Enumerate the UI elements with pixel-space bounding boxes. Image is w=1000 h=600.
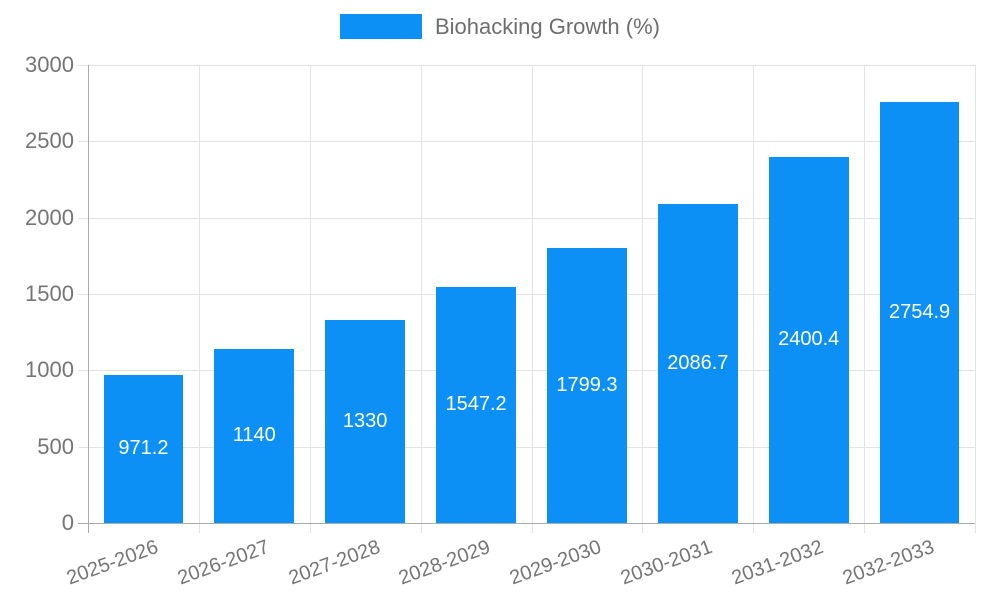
- bar-value-label: 1140: [232, 424, 276, 447]
- gridline-vertical: [642, 65, 644, 523]
- y-tick-label: 2500: [25, 128, 74, 154]
- y-tick-label: 3000: [25, 52, 74, 77]
- x-tick-mark: [975, 523, 976, 533]
- bar-value-label: 2754.9: [888, 301, 951, 324]
- x-tick-label: 2027-2028: [285, 536, 383, 590]
- y-tick-label: 500: [37, 433, 74, 459]
- x-tick-mark: [753, 523, 755, 533]
- bar-value-label: 2086.7: [667, 352, 729, 375]
- y-tick-label: 1500: [25, 281, 74, 306]
- x-tick-label: 2025-2026: [63, 536, 161, 590]
- bar-value-label: 1330: [342, 409, 388, 432]
- bar-value-label: 1799.3: [556, 374, 618, 397]
- y-tick-label: 1000: [25, 357, 74, 383]
- x-tick-label: 2031-2032: [728, 536, 827, 590]
- gridline-vertical: [420, 65, 422, 523]
- gridline-vertical: [864, 65, 866, 523]
- x-tick-mark: [642, 523, 644, 533]
- gridline-vertical: [198, 65, 200, 523]
- bar-value-label: 2400.4: [778, 328, 840, 351]
- legend-label: Biohacking Growth (%): [435, 14, 660, 39]
- x-tick-label: 2029-2030: [507, 536, 605, 590]
- gridline-vertical: [309, 65, 311, 523]
- x-axis-line: [78, 523, 975, 524]
- y-tick-label: 2000: [25, 204, 74, 230]
- y-tick-mark: [78, 217, 88, 219]
- y-axis-line: [88, 65, 89, 533]
- chart-legend: Biohacking Growth (%): [0, 14, 1000, 39]
- gridline-vertical: [975, 65, 976, 523]
- x-tick-label: 2032-2033: [839, 536, 938, 590]
- x-tick-mark: [420, 523, 422, 533]
- bar-value-label: 1547.2: [445, 393, 507, 416]
- bar[interactable]: 1330: [325, 319, 406, 523]
- bar-value-label: 971.2: [118, 437, 169, 460]
- legend-item-biohacking-growth[interactable]: Biohacking Growth (%): [340, 14, 660, 39]
- y-tick-mark: [78, 141, 88, 143]
- bar[interactable]: 2400.4: [768, 156, 849, 523]
- bar[interactable]: 971.2: [103, 374, 184, 523]
- y-tick-mark: [78, 294, 88, 295]
- y-tick-mark: [78, 446, 88, 448]
- x-tick-label: 2026-2027: [174, 536, 272, 590]
- bar[interactable]: 1799.3: [547, 248, 627, 523]
- y-tick-mark: [78, 370, 88, 372]
- gridline-vertical: [531, 65, 533, 523]
- x-tick-mark: [309, 523, 311, 533]
- legend-color-swatch: [340, 14, 422, 39]
- x-tick-mark: [198, 523, 200, 533]
- bar[interactable]: 2754.9: [879, 102, 960, 523]
- y-tick-label: 0: [61, 510, 74, 535]
- x-tick-label: 2028-2029: [396, 536, 494, 590]
- x-tick-mark: [531, 523, 533, 533]
- gridline-vertical: [753, 65, 755, 523]
- bar[interactable]: 1547.2: [436, 286, 516, 523]
- bar[interactable]: 1140: [214, 348, 295, 523]
- x-tick-mark: [864, 523, 866, 533]
- bar[interactable]: 2086.7: [657, 204, 738, 523]
- y-tick-mark: [78, 65, 88, 66]
- x-tick-label: 2030-2031: [617, 536, 716, 590]
